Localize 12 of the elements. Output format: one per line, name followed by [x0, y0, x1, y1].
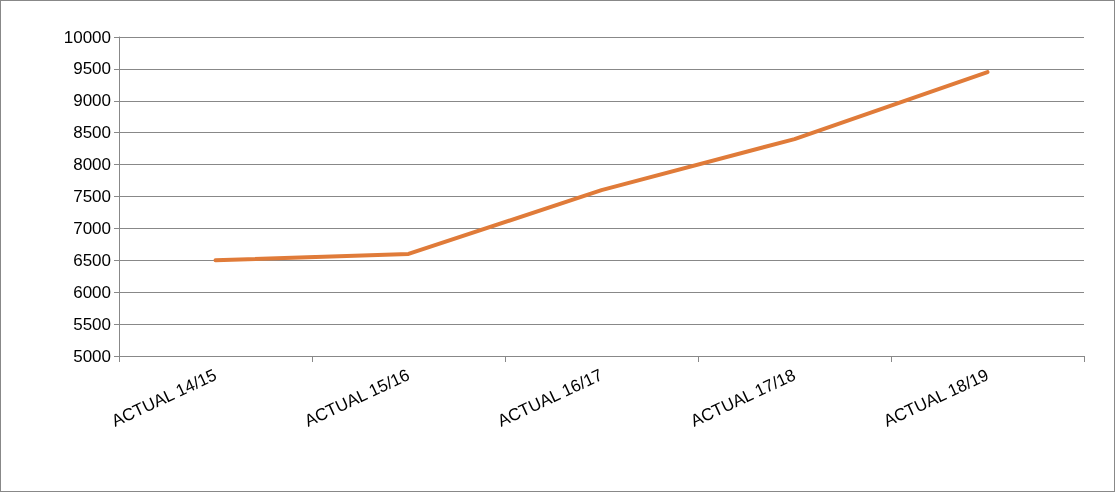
y-tick-label: 5500 — [73, 314, 111, 334]
line-series — [213, 70, 990, 263]
y-tick-label: 7000 — [73, 218, 111, 238]
y-tick-label: 9500 — [73, 59, 111, 79]
y-tick-label: 9000 — [73, 91, 111, 111]
y-tick-label: 8500 — [73, 123, 111, 143]
y-tick-label: 6500 — [73, 250, 111, 270]
y-tick-label: 7500 — [73, 187, 111, 206]
y-tick-label: 6000 — [73, 282, 111, 302]
y-tick-label: 8000 — [73, 155, 111, 175]
y-tick-label: 5000 — [73, 346, 111, 366]
y-tick-label: 10000 — [63, 27, 111, 47]
